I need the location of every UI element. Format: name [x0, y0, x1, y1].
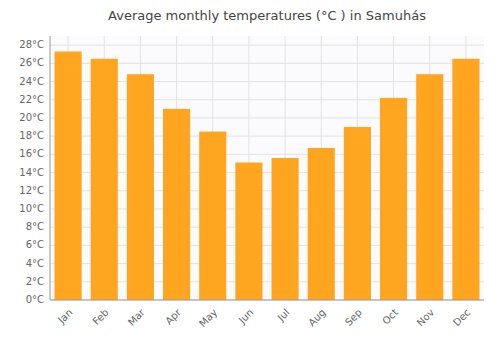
y-tick-label: 10°C — [19, 203, 44, 214]
x-tick-label: Jul — [275, 307, 292, 324]
bar — [91, 59, 118, 300]
bar — [308, 148, 335, 300]
bar — [416, 74, 443, 300]
y-tick-label: 20°C — [19, 112, 44, 123]
x-tick-label: Jan — [55, 307, 74, 326]
y-tick-label: 14°C — [19, 167, 44, 178]
x-tick-label: Sep — [343, 307, 364, 328]
chart: 0°C 2°C 4°C 6°C 8°C 10°C 12°C 14°C 16°C 18°C 20°C 2… — [0, 0, 500, 350]
plot-area — [50, 36, 484, 300]
y-tick-label: 12°C — [19, 185, 44, 196]
y-tick-label: 26°C — [19, 57, 44, 68]
bar — [452, 59, 479, 300]
x-tick-label: Aug — [306, 307, 328, 329]
y-tick-label: 28°C — [19, 39, 44, 50]
bar — [163, 109, 190, 300]
grid — [50, 36, 484, 300]
y-tick-label: 6°C — [26, 239, 44, 250]
y-axis-line — [50, 36, 51, 300]
bar — [55, 51, 82, 300]
x-tick-label: Nov — [415, 307, 437, 329]
y-grid-line — [50, 300, 484, 301]
bars — [55, 51, 480, 300]
y-axis: 0°C 2°C 4°C 6°C 8°C 10°C 12°C 14°C 16°C 18°C 20°C 2… — [19, 39, 44, 305]
bar — [199, 132, 226, 300]
y-tick-label: 18°C — [19, 130, 44, 141]
x-axis: Jan Feb Mar Apr May Jun Jul Aug Sep Oct Nov Dec — [55, 306, 472, 329]
y-tick-label: 16°C — [19, 148, 44, 159]
x-tick-label: Feb — [90, 307, 110, 327]
x-tick-label: Apr — [163, 306, 184, 327]
y-tick-label: 8°C — [26, 221, 44, 232]
y-tick-label: 0°C — [26, 294, 44, 305]
y-grid-line — [50, 45, 484, 46]
x-axis-line — [50, 300, 484, 301]
x-tick-label: Jun — [236, 307, 256, 327]
bar — [127, 74, 154, 300]
chart-container: 0°C 2°C 4°C 6°C 8°C 10°C 12°C 14°C 16°C 18°C 20°C 2… — [0, 0, 500, 350]
bar — [344, 127, 371, 300]
x-tick-label: May — [197, 307, 219, 329]
y-tick-label: 4°C — [26, 258, 44, 269]
bar — [272, 158, 299, 300]
title: Average monthly temperatures (°C ) in Sa… — [108, 8, 426, 23]
x-tick-label: Oct — [380, 307, 400, 327]
bar — [235, 163, 262, 300]
x-tick-label: Dec — [451, 307, 472, 328]
bar — [380, 98, 407, 300]
y-tick-label: 2°C — [26, 276, 44, 287]
y-tick-label: 22°C — [19, 94, 44, 105]
y-tick-label: 24°C — [19, 76, 44, 87]
x-tick-label: Mar — [126, 306, 148, 328]
